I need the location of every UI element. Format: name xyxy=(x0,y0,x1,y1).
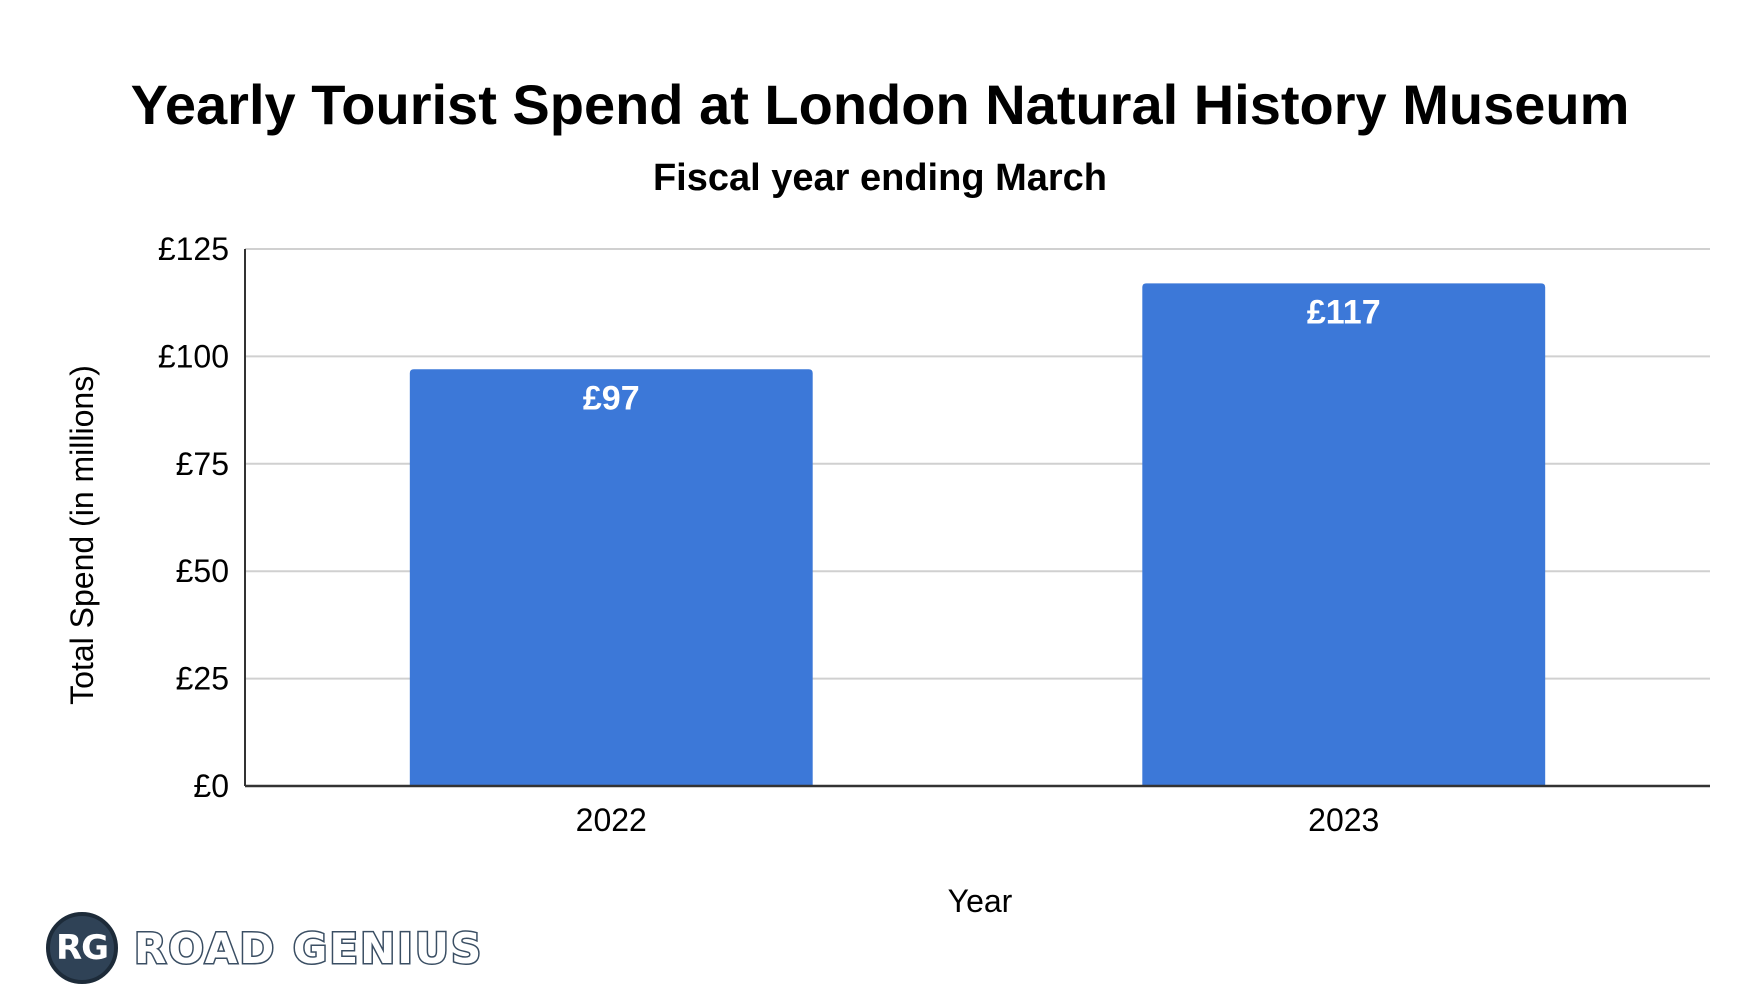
chart-title: Yearly Tourist Spend at London Natural H… xyxy=(130,73,1630,136)
chart-subtitle: Fiscal year ending March xyxy=(652,157,1108,199)
bar-2023 xyxy=(1142,283,1546,786)
logo-badge-text: RG xyxy=(55,928,109,968)
y-tick-label: £0 xyxy=(193,768,229,804)
x-axis-ticks: 2022 2023 xyxy=(576,802,1380,838)
bars xyxy=(409,283,1546,786)
data-label-2023: £117 xyxy=(1307,293,1381,331)
x-tick-label: 2023 xyxy=(1308,802,1379,838)
bar-2022 xyxy=(409,369,813,786)
y-tick-label: £25 xyxy=(176,661,229,697)
y-tick-label: £100 xyxy=(158,338,229,374)
y-tick-label: £125 xyxy=(158,231,229,267)
logo-wordmark: ROAD GENIUS xyxy=(132,922,484,974)
y-tick-label: £50 xyxy=(176,553,229,589)
data-label-2022: £97 xyxy=(583,379,640,417)
y-tick-label: £75 xyxy=(176,446,229,482)
logo-badge: RG xyxy=(46,912,118,984)
x-axis-title: Year xyxy=(948,883,1013,919)
y-axis-ticks: £0 £25 £50 £75 £100 £125 xyxy=(158,231,229,804)
road-genius-logo: RG ROAD GENIUS xyxy=(46,908,483,988)
y-axis-title: Total Spend (in millions) xyxy=(64,365,100,705)
data-labels: £97 £117 xyxy=(583,293,1381,417)
x-tick-label: 2022 xyxy=(576,802,647,838)
